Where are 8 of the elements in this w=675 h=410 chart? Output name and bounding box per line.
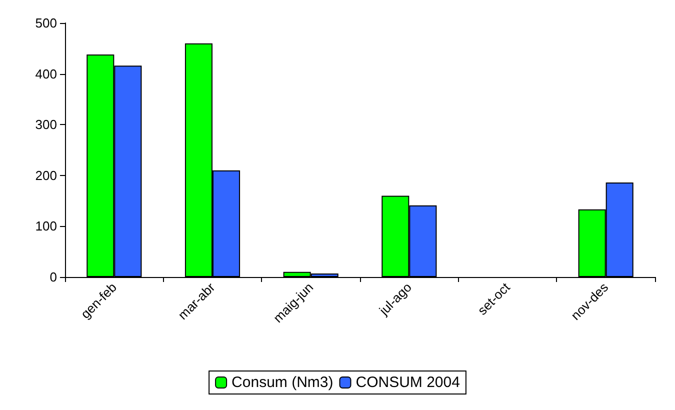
y-tick-label: 100: [35, 218, 57, 234]
legend-label: Consum (Nm3): [232, 374, 334, 391]
y-tick-label: 500: [35, 16, 57, 30]
y-tick-label: 300: [35, 117, 57, 132]
y-tick-label: 0: [50, 270, 57, 284]
legend-label: CONSUM 2004: [356, 374, 460, 391]
y-tick-label: 200: [35, 168, 57, 183]
y-tick-label: 400: [35, 66, 57, 82]
